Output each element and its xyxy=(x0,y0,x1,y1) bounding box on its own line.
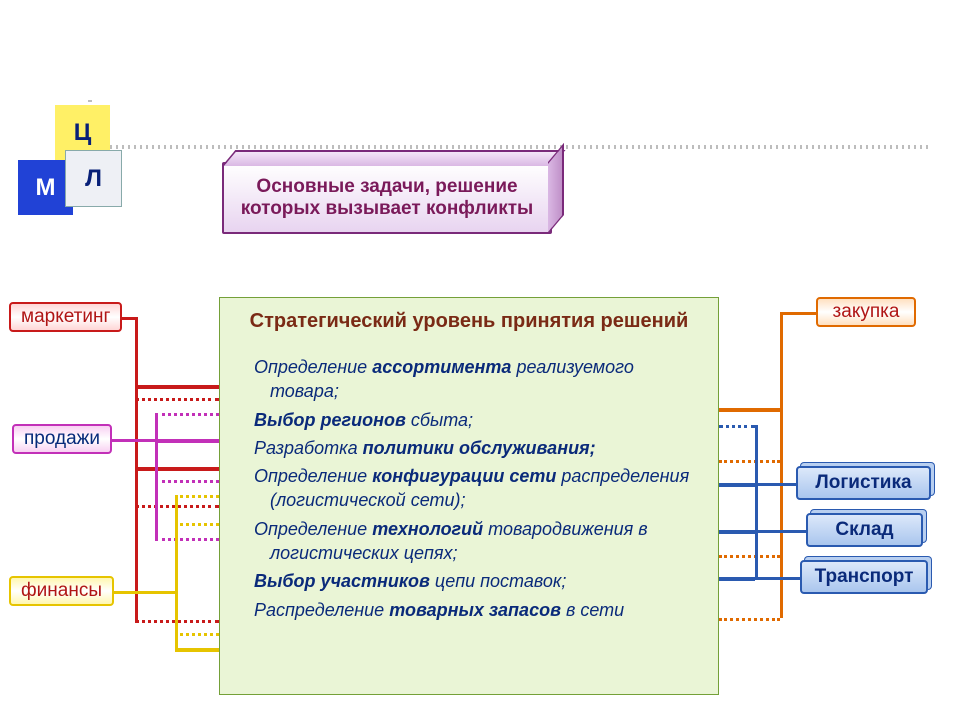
connector xyxy=(155,538,219,541)
right-warehouse: Склад xyxy=(806,513,923,547)
main-item: Определение ассортимента реализуемого то… xyxy=(238,355,700,404)
connector xyxy=(114,591,175,594)
connector xyxy=(121,317,135,320)
title-top-face xyxy=(222,150,565,166)
main-item: Разработка политики обслуживания; xyxy=(238,436,700,460)
connector xyxy=(719,577,755,581)
main-item: Распределение товарных запасов в сети xyxy=(238,598,700,622)
connector xyxy=(780,312,816,315)
title-box: Основные задачи, решение которых вызывае… xyxy=(222,162,552,234)
connector xyxy=(175,648,219,652)
connector xyxy=(135,385,219,389)
connector xyxy=(755,577,800,580)
dept-finance: финансы xyxy=(9,576,114,606)
main-item: Выбор участников цепи поставок; xyxy=(238,569,700,593)
connector xyxy=(135,398,219,401)
main-item: Определение конфигурации сети распределе… xyxy=(238,464,700,513)
connector xyxy=(780,312,783,618)
connector xyxy=(175,495,178,648)
connector xyxy=(719,425,755,428)
decorative-rule-h xyxy=(110,145,930,149)
title-text: Основные задачи, решение которых вызывае… xyxy=(230,176,544,220)
connector xyxy=(719,555,780,558)
main-panel: Стратегический уровень принятия решений … xyxy=(219,297,719,695)
logo-l: Л xyxy=(65,150,122,207)
connector xyxy=(135,467,219,471)
dept-sales: продажи xyxy=(12,424,112,454)
main-item: Определение технологий товародвижения в … xyxy=(238,517,700,566)
connector xyxy=(719,530,755,534)
dept-marketing: маркетинг xyxy=(9,302,122,332)
connector xyxy=(155,413,158,538)
connector xyxy=(719,483,755,487)
connector xyxy=(719,408,780,412)
main-item: Выбор регионов сбыта; xyxy=(238,408,700,432)
connector xyxy=(155,413,219,416)
connector xyxy=(175,523,219,526)
right-transport: Транспорт xyxy=(800,560,928,594)
connector xyxy=(719,460,780,463)
right-logistics: Логистика xyxy=(796,466,931,500)
connector xyxy=(155,480,219,483)
connector xyxy=(755,425,758,577)
connector xyxy=(175,633,219,636)
connector xyxy=(755,530,806,533)
diagram-stage: Ц М Л Основные задачи, решение которых в… xyxy=(0,0,960,720)
dept-purchase: закупка xyxy=(816,297,916,327)
connector xyxy=(719,618,780,621)
connector xyxy=(755,483,796,486)
connector xyxy=(155,439,219,443)
connector xyxy=(112,439,155,442)
connector xyxy=(175,495,219,498)
main-body: Определение ассортимента реализуемого то… xyxy=(238,355,700,622)
main-heading: Стратегический уровень принятия решений xyxy=(238,310,700,333)
